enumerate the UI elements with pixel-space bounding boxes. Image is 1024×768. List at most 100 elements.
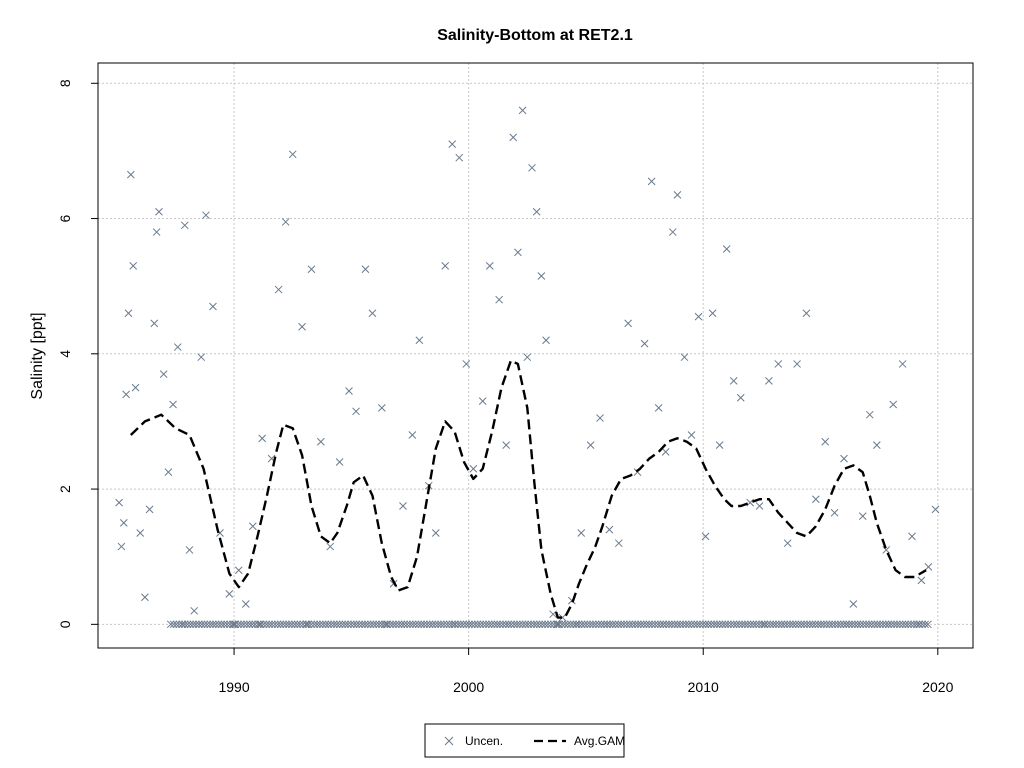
data-point-stroke bbox=[173, 343, 182, 351]
data-point bbox=[192, 620, 200, 629]
data-point bbox=[591, 620, 600, 629]
data-point bbox=[743, 620, 752, 629]
data-point-stroke bbox=[225, 590, 234, 598]
data-point-stroke bbox=[622, 620, 631, 629]
data-point bbox=[724, 620, 732, 629]
data-point bbox=[915, 620, 924, 629]
data-point-stroke bbox=[180, 620, 189, 629]
data-point-stroke bbox=[462, 360, 471, 368]
data-point-stroke bbox=[211, 620, 220, 629]
data-point-stroke bbox=[192, 620, 200, 629]
data-point bbox=[186, 620, 195, 629]
data-point bbox=[640, 339, 649, 348]
data-point-stroke bbox=[273, 620, 282, 629]
data-point bbox=[698, 620, 707, 629]
data-point-stroke bbox=[185, 546, 194, 554]
data-point-stroke bbox=[321, 620, 330, 629]
data-point-stroke bbox=[324, 620, 333, 629]
data-point-stroke bbox=[408, 620, 417, 629]
data-point bbox=[808, 620, 817, 629]
x-tick-label: 2000 bbox=[453, 679, 484, 695]
data-point-stroke bbox=[924, 620, 932, 629]
data-point bbox=[794, 620, 803, 629]
data-point-stroke bbox=[839, 620, 848, 629]
data-point-stroke bbox=[119, 519, 128, 527]
data-point bbox=[701, 532, 710, 541]
data-point-stroke bbox=[738, 620, 747, 629]
data-point-stroke bbox=[673, 620, 682, 629]
data-point bbox=[862, 620, 870, 629]
data-point bbox=[535, 620, 544, 629]
legend-label-gam: Avg.GAM bbox=[574, 734, 625, 748]
data-point bbox=[662, 620, 671, 629]
data-point bbox=[453, 620, 462, 629]
data-point bbox=[399, 502, 407, 510]
data-point-stroke bbox=[369, 620, 378, 629]
data-point-stroke bbox=[724, 620, 732, 629]
data-point-stroke bbox=[172, 620, 181, 629]
data-point-stroke bbox=[591, 620, 600, 629]
data-point bbox=[755, 620, 763, 629]
data-point-stroke bbox=[209, 620, 217, 629]
data-point bbox=[451, 620, 459, 629]
data-point bbox=[690, 620, 699, 629]
data-point-stroke bbox=[386, 620, 395, 629]
data-point bbox=[538, 620, 547, 629]
data-point bbox=[653, 620, 662, 629]
data-point-stroke bbox=[701, 620, 710, 629]
data-point-stroke bbox=[126, 170, 135, 179]
data-point-stroke bbox=[763, 620, 772, 629]
data-point bbox=[708, 309, 717, 318]
data-point bbox=[172, 620, 181, 629]
data-point-stroke bbox=[862, 620, 870, 629]
data-point bbox=[901, 620, 910, 629]
data-point bbox=[478, 397, 487, 406]
data-point-stroke bbox=[794, 620, 803, 629]
data-point bbox=[273, 620, 282, 629]
data-point bbox=[209, 620, 217, 629]
data-point bbox=[281, 218, 290, 226]
data-point-stroke bbox=[417, 620, 426, 629]
data-point bbox=[274, 285, 283, 294]
data-point bbox=[729, 620, 738, 629]
data-point-stroke bbox=[555, 620, 564, 629]
data-point-stroke bbox=[575, 620, 583, 629]
data-point-stroke bbox=[840, 454, 848, 463]
data-point-stroke bbox=[596, 414, 604, 422]
data-point-stroke bbox=[617, 620, 625, 629]
data-point bbox=[276, 620, 285, 629]
data-point bbox=[889, 400, 898, 409]
data-point-stroke bbox=[197, 620, 206, 629]
data-point bbox=[912, 620, 921, 629]
data-point bbox=[895, 620, 904, 629]
data-point bbox=[131, 383, 140, 392]
data-point-stroke bbox=[145, 505, 154, 514]
data-point bbox=[248, 522, 257, 531]
data-point bbox=[673, 191, 682, 199]
data-point-stroke bbox=[849, 600, 858, 608]
data-point bbox=[707, 620, 716, 629]
data-point bbox=[802, 309, 811, 318]
data-point bbox=[569, 620, 578, 629]
data-point bbox=[721, 620, 730, 629]
data-point bbox=[537, 272, 546, 280]
data-point bbox=[217, 620, 226, 629]
data-point bbox=[347, 620, 355, 629]
data-point bbox=[431, 620, 440, 629]
data-point-stroke bbox=[414, 620, 423, 629]
gridlines bbox=[98, 63, 973, 648]
data-point-stroke bbox=[842, 620, 851, 629]
data-point-stroke bbox=[241, 600, 250, 608]
data-point bbox=[924, 562, 933, 571]
data-point-stroke bbox=[600, 620, 609, 629]
data-point bbox=[572, 620, 580, 629]
data-point bbox=[642, 620, 651, 629]
data-point-stroke bbox=[274, 285, 283, 294]
data-point-stroke bbox=[175, 620, 184, 629]
data-point-stroke bbox=[850, 620, 859, 629]
data-point-stroke bbox=[214, 620, 223, 629]
data-point-stroke bbox=[293, 620, 302, 629]
y-axis-label: Salinity [ppt] bbox=[29, 312, 46, 399]
data-point-stroke bbox=[825, 620, 834, 629]
data-point bbox=[549, 620, 558, 629]
